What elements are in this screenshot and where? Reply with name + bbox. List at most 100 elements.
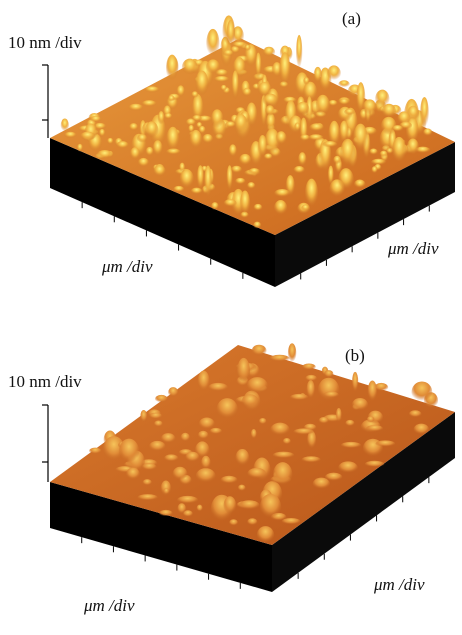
- surface-peak: [154, 421, 163, 428]
- surface-peak: [260, 494, 281, 521]
- surface-peak: [314, 67, 323, 85]
- surface-peak: [248, 168, 260, 175]
- surface-peak: [241, 394, 258, 409]
- surface-peak: [282, 518, 301, 525]
- surface-peak: [206, 59, 220, 75]
- surface-peak: [225, 121, 236, 128]
- surface-peak: [229, 144, 237, 158]
- surface-peak: [336, 408, 342, 423]
- surface-peak: [204, 165, 212, 200]
- surface-peak: [163, 488, 169, 495]
- surface-peak: [164, 454, 178, 462]
- axis-a: [42, 65, 48, 138]
- surface-peak: [325, 473, 343, 482]
- surface-peak: [202, 134, 213, 145]
- surface-peak: [324, 370, 333, 378]
- surface-peak: [237, 358, 250, 385]
- surface-peak: [352, 372, 358, 394]
- surface-peak: [90, 116, 101, 123]
- surface-peak: [369, 148, 378, 155]
- surface-peak: [339, 99, 349, 106]
- surface-peak: [375, 440, 395, 447]
- surface-peak: [253, 204, 262, 212]
- surface-peak: [276, 131, 287, 146]
- surface-peak: [231, 70, 239, 102]
- surface-peak: [224, 199, 237, 207]
- surface-peak: [107, 138, 113, 145]
- surface-peak: [137, 134, 147, 144]
- surface-peak: [198, 371, 210, 394]
- surface-peak: [301, 205, 309, 212]
- surface-peak: [173, 467, 188, 482]
- axis-b: [42, 405, 48, 482]
- surface-peak: [211, 109, 224, 130]
- surface-peak: [168, 387, 178, 398]
- surface-peak: [158, 111, 165, 126]
- surface-peak: [217, 398, 238, 421]
- surface-peak: [365, 461, 384, 468]
- surface-peak: [258, 82, 272, 99]
- surface-peak: [128, 104, 143, 112]
- surface-peak: [333, 156, 341, 165]
- surface-peak: [341, 442, 361, 449]
- surface-peak: [166, 127, 179, 154]
- surface-peak: [97, 150, 113, 160]
- surface-peak: [140, 410, 147, 423]
- panel-label: (a): [342, 9, 361, 28]
- surface-peak: [138, 158, 149, 168]
- surface-peak: [345, 420, 354, 427]
- surface-peak: [263, 47, 275, 58]
- surface-peak: [300, 118, 308, 146]
- surface-peak: [274, 189, 290, 198]
- surface-peak: [407, 138, 419, 156]
- surface-peak: [235, 449, 249, 467]
- surface-b: [50, 343, 455, 592]
- surface-peak: [412, 381, 433, 402]
- x-scale-label: μm /div: [83, 596, 135, 615]
- surface-peak: [99, 129, 105, 138]
- surface-peak: [265, 105, 275, 117]
- surface-peak: [273, 452, 295, 459]
- surface-peak: [392, 125, 404, 132]
- surface-peak: [153, 140, 163, 157]
- surface-peak: [305, 179, 318, 210]
- surface-peak: [259, 418, 267, 425]
- surface-peak: [293, 428, 314, 435]
- surface-peak: [182, 59, 198, 77]
- surface-peak: [258, 135, 268, 160]
- surface-peak: [270, 423, 289, 437]
- surface-peak: [300, 135, 310, 142]
- surface-peak: [380, 151, 388, 158]
- surface-peak: [239, 154, 251, 167]
- figure: (a) 10 nm /div μm /div μm /div (b) 10 nm…: [0, 0, 462, 635]
- surface-peak: [240, 191, 250, 218]
- surface-peak: [366, 425, 383, 432]
- surface-peak: [242, 88, 251, 97]
- surface-peak: [302, 456, 321, 463]
- surface-peak: [296, 102, 309, 117]
- surface-peak: [318, 378, 340, 403]
- surface-peak: [247, 377, 268, 395]
- surface-peak: [288, 343, 296, 364]
- surface-peak: [302, 363, 316, 370]
- surface-peak: [143, 479, 152, 486]
- surface-peak: [247, 182, 255, 190]
- surface-peak: [409, 410, 422, 418]
- surface-peak: [303, 77, 309, 86]
- surface-peak: [199, 418, 215, 431]
- surface-peak: [176, 85, 184, 98]
- surface-peak: [316, 95, 331, 118]
- surface-peak: [252, 345, 267, 357]
- surface-peak: [279, 52, 290, 89]
- surface-peak: [61, 119, 69, 133]
- surface-peak: [224, 496, 237, 515]
- surface-peak: [238, 485, 246, 492]
- z-scale-label: 10 nm /div: [8, 33, 82, 52]
- surface-peak: [192, 115, 202, 122]
- surface-peak: [145, 147, 153, 157]
- surface-peak: [153, 165, 165, 178]
- surface-peak: [142, 463, 157, 471]
- surface-peak: [257, 526, 274, 544]
- surface-peak: [327, 65, 341, 81]
- surface-peak: [323, 391, 339, 398]
